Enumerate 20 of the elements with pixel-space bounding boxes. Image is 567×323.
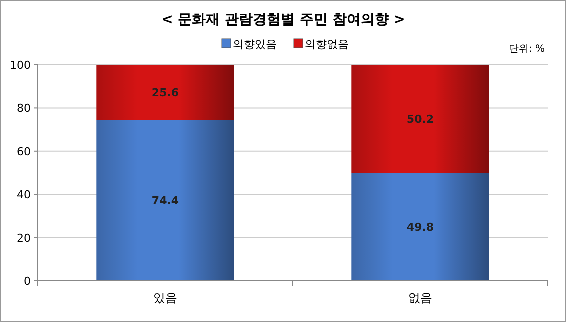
bar <box>96 65 234 120</box>
y-tick-label: 20 <box>17 232 31 245</box>
data-label: 50.2 <box>406 113 434 126</box>
text: 단위: % <box>508 44 545 55</box>
x-tick-label: 있음 <box>154 291 178 305</box>
y-tick-label: 80 <box>17 102 31 116</box>
legend-label: 의향있음 <box>233 38 277 51</box>
y-tick-label: 40 <box>17 188 31 202</box>
data-label: 74.4 <box>152 194 180 208</box>
chart-title: < 문화재 관람경험별 주민 참여의향 > <box>162 12 406 28</box>
bar <box>352 173 490 281</box>
y-tick-label: 0 <box>24 275 31 288</box>
bar <box>96 120 234 281</box>
legend-label: 의향없음 <box>305 38 349 51</box>
x-tick-label: 없음 <box>408 291 432 305</box>
data-label: 25.6 <box>152 86 180 100</box>
y-tick-label: 60 <box>17 145 31 158</box>
y-tick-label: 100 <box>10 59 31 72</box>
bar <box>352 65 490 174</box>
data-label: 49.8 <box>406 221 434 234</box>
